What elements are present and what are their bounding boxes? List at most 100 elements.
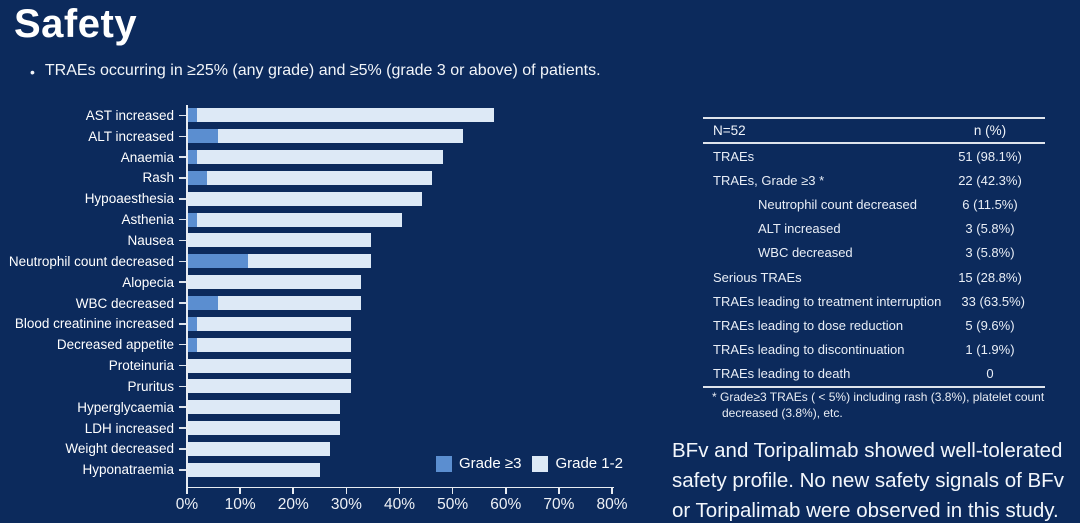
- bar-segment-grade12: [187, 441, 330, 456]
- chart-row: Asthenia: [0, 209, 650, 230]
- x-axis-line: [186, 486, 614, 489]
- bar-label: Nausea: [127, 232, 174, 248]
- bar-label: Rash: [142, 170, 174, 186]
- x-axis-tick: [451, 488, 454, 494]
- table-row: ALT increased 3 (5.8%): [703, 217, 1045, 241]
- bar-segment-grade12: [197, 150, 443, 165]
- category-tick: [179, 364, 186, 367]
- bar-label: WBC decreased: [75, 295, 174, 311]
- category-tick: [179, 427, 186, 429]
- chart-row: Rash: [0, 168, 650, 189]
- bar-segment-grade12: [187, 462, 320, 477]
- table-header-n: N=52: [713, 123, 746, 138]
- x-axis-tick: [239, 488, 241, 494]
- bar-segment-grade12: [187, 275, 361, 290]
- table-row: Neutrophil count decreased 6 (11.5%): [703, 192, 1045, 216]
- safety-table: N=52 n (%) TRAEs 51 (98.1%) TRAEs, Grade ≥…: [703, 117, 1045, 388]
- bar-segment-grade3: [187, 296, 218, 311]
- bar-label: Alopecia: [122, 274, 174, 290]
- bar-segment-grade12: [207, 170, 433, 185]
- table-body: TRAEs 51 (98.1%) TRAEs, Grade ≥3 * 22 (42.3…: [703, 144, 1045, 386]
- chart-legend: Grade ≥3 Grade 1-2: [436, 455, 623, 472]
- bar-segment-grade3: [187, 316, 198, 331]
- bar-label: Hypoaesthesia: [84, 191, 174, 207]
- bar-track: [187, 170, 612, 185]
- bar-segment-grade12: [197, 337, 351, 352]
- chart-row: ALT increased: [0, 126, 650, 147]
- bar-segment-grade3: [187, 254, 249, 269]
- x-axis-tick: [558, 488, 560, 494]
- bar-track: [187, 254, 612, 269]
- category-tick: [179, 343, 186, 346]
- category-tick: [179, 406, 186, 408]
- legend-swatch: [532, 455, 549, 472]
- x-axis-tick-label: 50%: [437, 496, 469, 513]
- table-row: TRAEs leading to dose reduction 5 (9.6%): [703, 313, 1045, 337]
- table-row-value: 51 (98.1%): [958, 148, 1022, 164]
- bar-segment-grade12: [187, 379, 351, 394]
- category-tick: [179, 239, 186, 242]
- bar-segment-grade12: [248, 254, 371, 269]
- bar-label: LDH increased: [84, 420, 174, 436]
- table-row-value: 22 (42.3%): [958, 172, 1022, 188]
- table-row-value: 5 (9.6%): [965, 317, 1015, 333]
- x-axis-tick-label: 40%: [383, 496, 416, 513]
- bar-label: ALT increased: [88, 128, 174, 144]
- bar-label: Asthenia: [121, 212, 174, 228]
- chart-row: Hyperglycaemia: [0, 397, 650, 418]
- table-row-value: 33 (63.5%): [961, 293, 1025, 309]
- bar-track: [187, 191, 612, 206]
- bar-label: Blood creatinine increased: [14, 316, 174, 332]
- chart-row: Hyponatraemia: [0, 459, 650, 480]
- bullet-text: TRAEs occurring in ≥25% (any grade) and …: [44, 62, 601, 79]
- table-row-value: 6 (11.5%): [962, 196, 1018, 212]
- table-row-label: Neutrophil count decreased: [758, 196, 917, 212]
- category-tick: [179, 218, 186, 221]
- bar-segment-grade12: [197, 108, 494, 123]
- x-axis-tick: [398, 488, 401, 494]
- bar-track: [187, 275, 612, 290]
- bar-segment-grade3: [187, 129, 218, 144]
- bar-track: [187, 421, 612, 436]
- bar-segment-grade3: [187, 150, 198, 165]
- y-axis-line: [186, 105, 188, 487]
- bar-segment-grade12: [197, 212, 402, 227]
- category-tick: [179, 448, 186, 450]
- bar-track: [187, 296, 612, 311]
- chart-row: WBC decreased: [0, 293, 650, 314]
- table-row: TRAEs leading to discontinuation 1 (1.9%): [703, 338, 1045, 362]
- x-axis-tick: [186, 488, 188, 494]
- bar-track: [187, 150, 612, 165]
- bar-track: [187, 233, 612, 248]
- legend-item: Grade ≥3: [436, 455, 521, 472]
- page-title: Safety: [14, 2, 138, 46]
- bar-label: Neutrophil count decreased: [8, 253, 174, 269]
- x-axis-tick: [292, 488, 295, 494]
- legend-label: Grade 1-2: [555, 455, 623, 472]
- bar-segment-grade12: [187, 421, 340, 436]
- bar-label: Hyperglycaemia: [77, 399, 174, 415]
- bar-label: AST increased: [85, 107, 174, 123]
- legend-item: Grade 1-2: [532, 455, 623, 472]
- table-row-value: 1 (1.9%): [965, 342, 1015, 358]
- bar-track: [187, 358, 612, 373]
- category-tick: [179, 114, 186, 117]
- category-tick: [179, 385, 186, 388]
- chart-row: Decreased appetite: [0, 334, 650, 355]
- table-row: TRAEs leading to death 0: [703, 362, 1045, 386]
- bar-segment-grade12: [187, 358, 351, 373]
- category-tick: [179, 156, 186, 158]
- table-row-value: 3 (5.8%): [965, 245, 1015, 261]
- chart-row: Hypoaesthesia: [0, 188, 650, 209]
- bar-track: [187, 316, 612, 331]
- category-tick: [179, 323, 186, 325]
- bar-track: [187, 212, 612, 227]
- table-row: WBC decreased 3 (5.8%): [703, 241, 1045, 265]
- category-tick: [179, 281, 186, 283]
- table-row-label: TRAEs: [713, 148, 755, 164]
- bar-segment-grade12: [217, 129, 463, 144]
- chart-row: Anaemia: [0, 147, 650, 168]
- bar-label: Proteinuria: [108, 358, 174, 374]
- table-row-label: TRAEs, Grade ≥3 *: [713, 172, 825, 188]
- bar-track: [187, 379, 612, 394]
